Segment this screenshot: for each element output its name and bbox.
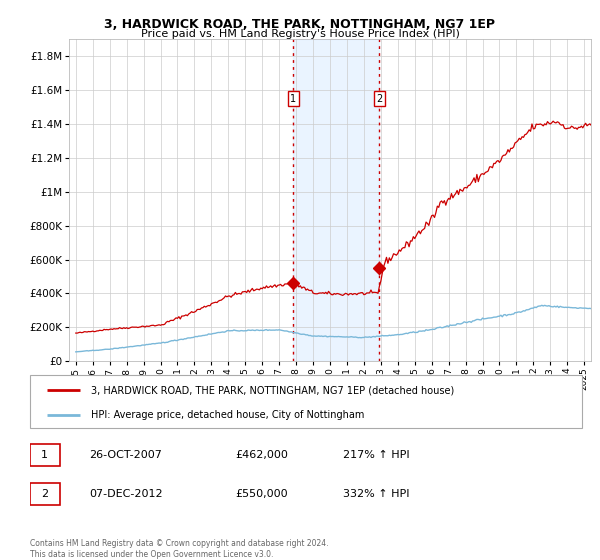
Text: £462,000: £462,000 <box>235 450 288 460</box>
Text: 3, HARDWICK ROAD, THE PARK, NOTTINGHAM, NG7 1EP: 3, HARDWICK ROAD, THE PARK, NOTTINGHAM, … <box>104 18 496 31</box>
Bar <box>293 39 379 361</box>
Text: 332% ↑ HPI: 332% ↑ HPI <box>343 489 410 499</box>
Text: 2: 2 <box>376 94 383 104</box>
Text: HPI: Average price, detached house, City of Nottingham: HPI: Average price, detached house, City… <box>91 410 364 420</box>
Text: Price paid vs. HM Land Registry's House Price Index (HPI): Price paid vs. HM Land Registry's House … <box>140 29 460 39</box>
FancyBboxPatch shape <box>30 375 582 428</box>
Text: 1: 1 <box>41 450 48 460</box>
FancyBboxPatch shape <box>30 483 60 505</box>
Text: 2: 2 <box>41 489 48 499</box>
Text: £550,000: £550,000 <box>235 489 288 499</box>
Text: Contains HM Land Registry data © Crown copyright and database right 2024.
This d: Contains HM Land Registry data © Crown c… <box>30 539 329 559</box>
Text: 1: 1 <box>290 94 296 104</box>
Text: 3, HARDWICK ROAD, THE PARK, NOTTINGHAM, NG7 1EP (detached house): 3, HARDWICK ROAD, THE PARK, NOTTINGHAM, … <box>91 385 454 395</box>
FancyBboxPatch shape <box>30 444 60 466</box>
Text: 26-OCT-2007: 26-OCT-2007 <box>89 450 162 460</box>
Text: 07-DEC-2012: 07-DEC-2012 <box>89 489 163 499</box>
Text: 217% ↑ HPI: 217% ↑ HPI <box>343 450 410 460</box>
